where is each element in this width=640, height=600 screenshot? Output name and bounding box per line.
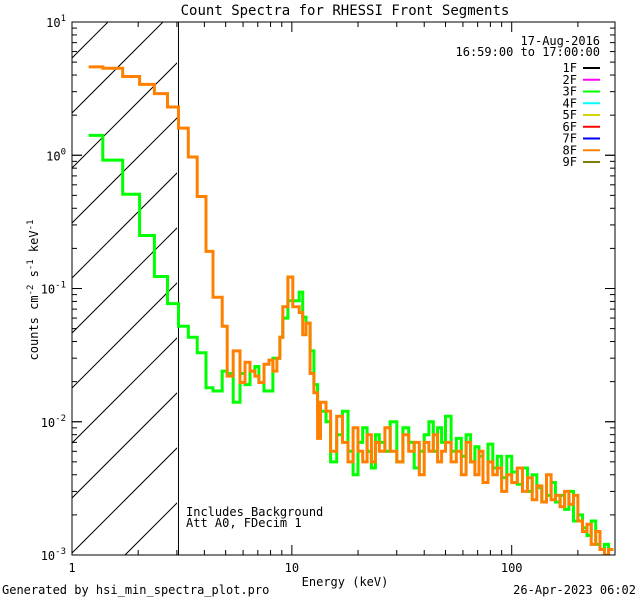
legend-label-7F: 7F [563,132,577,146]
y-tick-label: 10-1 [41,281,66,297]
legend-label-9F: 9F [563,155,577,169]
x-tick-label: 1 [68,561,75,575]
hatched-region [0,0,640,555]
legend-date: 17-Aug-2016 [521,34,600,48]
hatch-line [72,22,109,59]
series-3F-line [88,133,614,551]
hatch-line [72,282,177,389]
legend-label-5F: 5F [563,108,577,122]
annotation-attenuator: Att A0, FDecim 1 [186,516,302,530]
legend-label-4F: 4F [563,96,577,110]
legend-time-range: 16:59:00 to 17:00:00 [456,45,601,59]
hatch-line [235,0,640,555]
hatch-line [72,22,164,114]
y-tick-label: 100 [46,147,66,163]
timestamp-text: 26-Apr-2023 06:02 [513,583,636,597]
annotation-background: Includes Background [186,505,323,519]
y-tick-label: 101 [46,14,66,30]
hatch-line [72,117,177,224]
legend-label-8F: 8F [563,143,577,157]
hatch-line [72,227,177,334]
hatch-line [72,447,177,554]
hatch-line [0,0,140,555]
axis-ticks [71,21,615,556]
y-tick-label: 10-3 [41,547,66,563]
legend-label-3F: 3F [563,85,577,99]
x-tick-label: 10 [285,561,299,575]
hatch-line [0,0,30,555]
x-axis-label: Energy (keV) [302,575,389,589]
legend: 17-Aug-2016 16:59:00 to 17:00:00 1F2F3F4… [456,34,601,169]
generated-by-text: Generated by hsi_min_spectra_plot.pro [2,583,269,597]
y-axis-label: counts cm-2 s-1 keV-1 [26,220,41,361]
legend-label-2F: 2F [563,73,577,87]
chart-title: Count Spectra for RHESSI Front Segments [181,3,510,19]
legend-label-1F: 1F [563,61,577,75]
hatch-line [72,172,177,279]
legend-label-6F: 6F [563,120,577,134]
y-tick-label: 10-2 [41,414,66,430]
series-8F-line [88,65,614,555]
x-tick-label: 100 [501,561,523,575]
hatch-line [72,392,177,499]
